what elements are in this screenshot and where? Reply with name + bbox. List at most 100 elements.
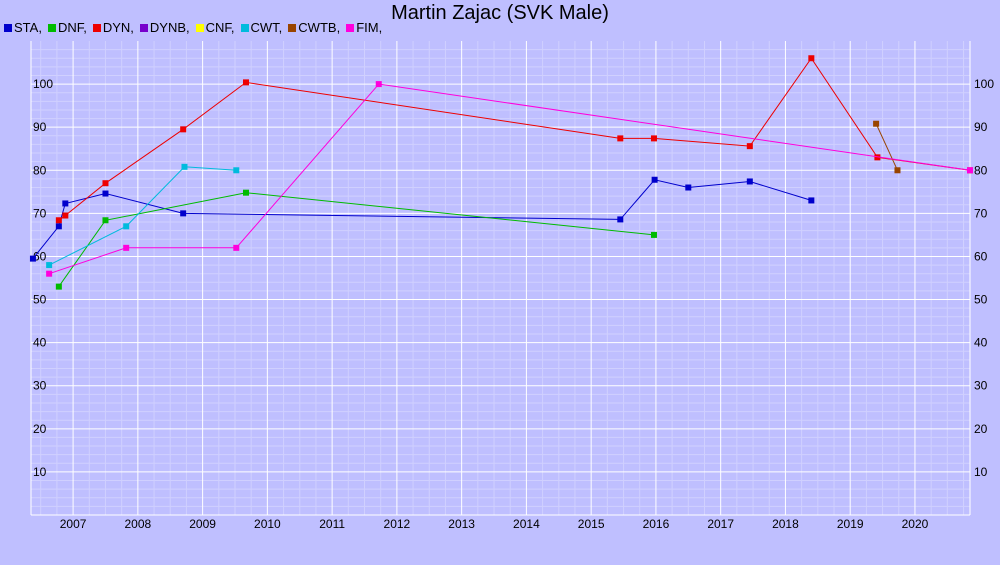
legend-item: CWTB,: [288, 20, 340, 35]
data-point-fim: [123, 244, 130, 251]
legend-swatch: [288, 24, 297, 32]
legend-item: STA,: [4, 20, 42, 35]
x-tick-label: 2012: [384, 517, 411, 531]
data-point-sta: [180, 210, 187, 217]
x-tick-label: 2015: [578, 517, 605, 531]
y-tick-label-right: 30: [974, 379, 988, 393]
data-point-fim: [375, 81, 382, 88]
series-line-cwt: [48, 166, 237, 266]
data-point-dyn: [180, 126, 187, 133]
x-tick-label: 2014: [513, 517, 540, 531]
legend-label: DNF,: [57, 20, 87, 35]
legend-swatch: [240, 24, 249, 32]
data-point-dyn: [874, 154, 881, 161]
legend-label: CWTB,: [298, 20, 341, 35]
data-point-fim: [46, 270, 53, 277]
legend-swatch: [4, 24, 12, 32]
data-point-sta: [746, 178, 753, 185]
data-point-cwt: [181, 163, 188, 170]
legend-label: STA,: [14, 20, 42, 35]
series-line-cwtb: [875, 123, 898, 171]
y-tick-label-left: 30: [33, 379, 47, 393]
data-point-sta: [617, 216, 624, 223]
x-tick-label: 2016: [643, 517, 670, 531]
data-point-fim: [233, 244, 240, 251]
x-tick-label: 2011: [319, 517, 345, 531]
legend-item: DYN,: [92, 20, 134, 35]
data-point-sta: [808, 197, 815, 204]
x-tick-label: 2007: [60, 517, 87, 531]
data-point-dyn: [55, 217, 62, 224]
data-point-sta: [685, 184, 692, 191]
legend-swatch: [139, 24, 148, 32]
legend-swatch: [195, 24, 204, 32]
x-tick-label: 2010: [254, 517, 281, 531]
data-point-cwt: [233, 167, 240, 174]
data-point-dnf: [242, 189, 249, 196]
legend-item: DYNB,: [139, 20, 190, 35]
y-tick-label-right: 80: [974, 163, 988, 177]
legend-label: FIM,: [356, 20, 383, 35]
data-point-dyn: [746, 143, 753, 150]
data-point-fim: [967, 167, 973, 174]
y-tick-label-left: 10: [33, 465, 47, 479]
legend-label: CNF,: [205, 20, 235, 35]
legend-label: CWT,: [250, 20, 283, 35]
series-line-dnf: [58, 192, 655, 287]
data-point-cwtb: [894, 167, 901, 174]
y-tick-label-left: 60: [33, 249, 47, 263]
x-tick-label: 2009: [189, 517, 216, 531]
series-line-sta: [32, 179, 812, 259]
data-point-cwt: [46, 262, 53, 269]
legend-label: DYN,: [102, 20, 134, 35]
y-tick-label-left: 50: [33, 293, 47, 307]
data-point-sta: [29, 255, 36, 262]
data-point-sta: [62, 200, 69, 207]
data-point-dnf: [102, 217, 109, 224]
legend-item: FIM,: [346, 20, 382, 35]
y-tick-label-right: 100: [974, 77, 994, 91]
data-point-dyn: [650, 135, 657, 142]
y-tick-label-right: 60: [974, 249, 988, 263]
legend-swatch: [47, 24, 56, 32]
data-point-sta: [102, 190, 109, 197]
x-tick-label: 2013: [448, 517, 475, 531]
x-tick-label: 2020: [902, 517, 929, 531]
y-tick-label-left: 80: [33, 163, 47, 177]
chart-title: Martin Zajac (SVK Male): [391, 2, 609, 24]
data-point-cwt: [123, 223, 130, 230]
x-tick-label: 2018: [772, 517, 799, 531]
data-point-dyn: [102, 180, 109, 187]
data-point-dyn: [808, 55, 815, 62]
data-point-dnf: [650, 231, 657, 238]
legend-swatch: [346, 24, 355, 32]
legend: STA, DNF, DYN, DYNB, CNF, CWT, CWTB, FIM,: [4, 20, 388, 35]
y-tick-label-right: 40: [974, 336, 988, 350]
y-tick-label-left: 20: [33, 422, 47, 436]
data-point-dyn: [242, 79, 249, 86]
data-point-dyn: [62, 212, 69, 219]
data-point-dyn: [617, 135, 624, 142]
y-tick-label-left: 90: [33, 120, 47, 134]
y-tick-label-right: 90: [974, 120, 988, 134]
x-tick-label: 2019: [837, 517, 864, 531]
legend-item: CNF,: [195, 20, 235, 35]
x-tick-label: 2017: [707, 517, 734, 531]
y-tick-label-left: 40: [33, 336, 47, 350]
x-tick-label: 2008: [125, 517, 152, 531]
y-tick-label-right: 70: [974, 206, 988, 220]
legend-label: DYNB,: [149, 20, 190, 35]
data-point-sta: [55, 223, 62, 230]
legend-item: CWT,: [240, 20, 283, 35]
data-point-dnf: [55, 283, 62, 290]
y-tick-label-left: 70: [33, 206, 47, 220]
legend-swatch: [92, 24, 101, 32]
y-tick-label-right: 20: [974, 422, 988, 436]
y-tick-label-left: 100: [33, 77, 53, 91]
data-point-sta: [651, 176, 658, 183]
data-point-cwtb: [873, 120, 880, 127]
y-tick-label-right: 10: [974, 465, 988, 479]
legend-item: DNF,: [47, 20, 87, 35]
y-tick-label-right: 50: [974, 293, 988, 307]
